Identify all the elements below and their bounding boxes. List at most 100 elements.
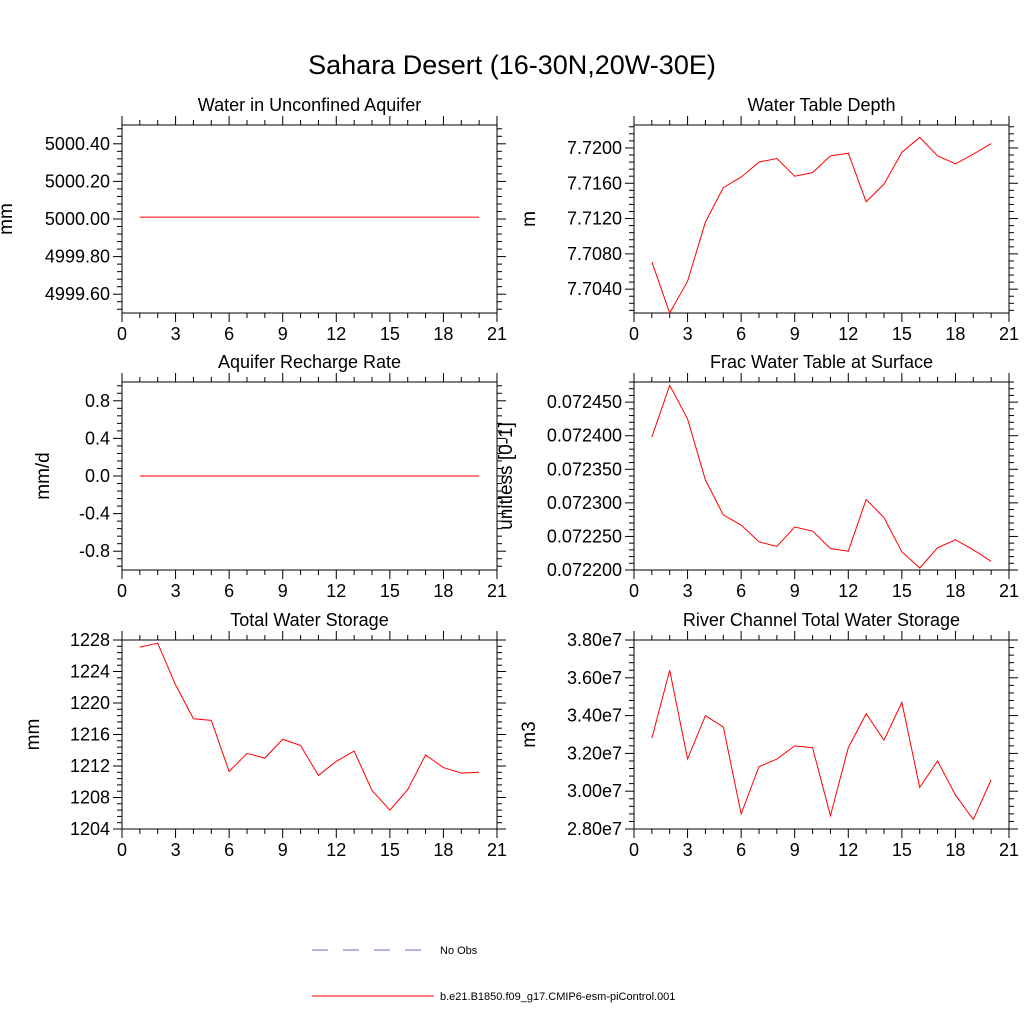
y-tick-label: 7.7200 xyxy=(567,138,622,158)
x-tick-label: 9 xyxy=(278,840,288,860)
y-tick-label: 0.0 xyxy=(85,466,110,486)
panel-title: Total Water Storage xyxy=(230,610,388,630)
x-tick-label: 3 xyxy=(683,840,693,860)
chart-panel-5: Total Water Storage 0 3 6 9 12 15 18 21 1204 1208 1… xyxy=(23,610,507,860)
series-line xyxy=(139,642,480,811)
series-line xyxy=(651,670,992,821)
x-tick-label: 0 xyxy=(629,581,639,601)
x-tick-label: 18 xyxy=(945,840,965,860)
y-axis-label: mm xyxy=(23,719,44,751)
x-tick-label: 21 xyxy=(999,840,1019,860)
y-tick-label: 5000.40 xyxy=(45,134,110,154)
x-tick-label: 21 xyxy=(487,324,507,344)
x-tick-label: 3 xyxy=(683,581,693,601)
y-tick-label: 0.072450 xyxy=(547,392,622,412)
y-tick-label: 0.072350 xyxy=(547,459,622,479)
y-tick-label: 0.8 xyxy=(85,391,110,411)
x-tick-label: 18 xyxy=(945,581,965,601)
x-tick-label: 12 xyxy=(326,581,346,601)
y-tick-label: 7.7080 xyxy=(567,244,622,264)
y-axis-label: m xyxy=(519,211,540,227)
x-tick-label: 6 xyxy=(224,840,234,860)
y-tick-label: 5000.20 xyxy=(45,171,110,191)
panel-title: Water Table Depth xyxy=(747,95,895,115)
panel-title: Water in Unconfined Aquifer xyxy=(198,95,421,115)
y-tick-label: 3.20e7 xyxy=(567,743,622,763)
x-tick-label: 21 xyxy=(487,581,507,601)
y-tick-label: 1216 xyxy=(70,725,110,745)
x-tick-label: 12 xyxy=(838,324,858,344)
panel-title: River Channel Total Water Storage xyxy=(683,610,960,630)
x-tick-label: 9 xyxy=(278,581,288,601)
y-tick-label: 0.072300 xyxy=(547,493,622,513)
legend-label: b.e21.B1850.f09_g17.CMIP6-esm-piControl.… xyxy=(440,991,675,1003)
chart-panel-3: Aquifer Recharge Rate 0 3 6 9 12 15 18 21 -0.8 -0.… xyxy=(33,352,507,601)
y-tick-label: 4999.60 xyxy=(45,284,110,304)
x-tick-label: 0 xyxy=(629,840,639,860)
y-tick-label: 1212 xyxy=(70,756,110,776)
x-tick-label: 12 xyxy=(326,840,346,860)
y-tick-label: 7.7040 xyxy=(567,279,622,299)
chart-panel-4: Frac Water Table at Surface 0 3 6 9 12 15 18 21 0… xyxy=(496,352,1019,601)
x-tick-label: 21 xyxy=(999,581,1019,601)
y-tick-label: 7.7160 xyxy=(567,173,622,193)
panels-group: Water in Unconfined Aquifer 0 3 6 9 12 15 18 21 4… xyxy=(0,95,1019,860)
x-tick-label: 18 xyxy=(433,324,453,344)
y-tick-label: 0.072400 xyxy=(547,426,622,446)
x-tick-label: 9 xyxy=(790,840,800,860)
y-tick-label: 1224 xyxy=(70,662,110,682)
y-tick-label: 2.80e7 xyxy=(567,819,622,839)
x-tick-label: 15 xyxy=(892,840,912,860)
x-tick-label: 15 xyxy=(892,581,912,601)
x-tick-label: 15 xyxy=(380,840,400,860)
x-tick-label: 21 xyxy=(487,840,507,860)
y-tick-label: 1228 xyxy=(70,630,110,650)
y-tick-label: 1204 xyxy=(70,819,110,839)
y-tick-label: 3.60e7 xyxy=(567,668,622,688)
legend-label: No Obs xyxy=(440,945,478,957)
x-tick-label: 18 xyxy=(433,840,453,860)
y-tick-label: 0.072200 xyxy=(547,560,622,580)
x-tick-label: 12 xyxy=(838,581,858,601)
x-tick-label: 6 xyxy=(736,324,746,344)
x-tick-label: 0 xyxy=(629,324,639,344)
legend: No Obs b.e21.B1850.f09_g17.CMIP6-esm-piCo… xyxy=(312,945,675,1003)
chart-panel-6: River Channel Total Water Storage 0 3 6 9 12 1… xyxy=(519,610,1019,860)
x-tick-label: 18 xyxy=(433,581,453,601)
x-tick-label: 21 xyxy=(999,324,1019,344)
x-tick-label: 3 xyxy=(171,840,181,860)
y-tick-label: 3.80e7 xyxy=(567,630,622,650)
plot-frame xyxy=(633,639,1010,830)
x-tick-label: 12 xyxy=(838,840,858,860)
x-tick-label: 9 xyxy=(790,581,800,601)
x-tick-label: 6 xyxy=(736,840,746,860)
y-axis-label: mm/d xyxy=(33,452,54,500)
series-line xyxy=(651,384,992,569)
y-tick-label: 3.00e7 xyxy=(567,781,622,801)
x-tick-label: 6 xyxy=(224,324,234,344)
y-tick-label: 1220 xyxy=(70,693,110,713)
chart-panel-2: Water Table Depth 0 3 6 9 12 15 18 21 7.7040 7.708… xyxy=(519,95,1019,344)
figure-title: Sahara Desert (16-30N,20W-30E) xyxy=(308,50,716,80)
x-tick-label: 9 xyxy=(278,324,288,344)
y-axis-label: unitless [0-1] xyxy=(496,422,517,530)
panel-title: Frac Water Table at Surface xyxy=(710,352,933,372)
x-tick-label: 3 xyxy=(171,581,181,601)
y-tick-label: 7.7120 xyxy=(567,209,622,229)
x-tick-label: 15 xyxy=(892,324,912,344)
y-tick-label: 0.072250 xyxy=(547,526,622,546)
x-tick-label: 9 xyxy=(790,324,800,344)
series-line xyxy=(651,136,992,315)
x-tick-label: 6 xyxy=(224,581,234,601)
x-tick-label: 18 xyxy=(945,324,965,344)
x-tick-label: 15 xyxy=(380,324,400,344)
x-tick-label: 6 xyxy=(736,581,746,601)
x-tick-label: 3 xyxy=(683,324,693,344)
y-axis-label: m3 xyxy=(519,721,540,747)
y-tick-label: 0.4 xyxy=(85,428,110,448)
y-tick-label: 3.40e7 xyxy=(567,706,622,726)
y-tick-label: 1208 xyxy=(70,788,110,808)
x-tick-label: 0 xyxy=(117,581,127,601)
x-tick-label: 15 xyxy=(380,581,400,601)
